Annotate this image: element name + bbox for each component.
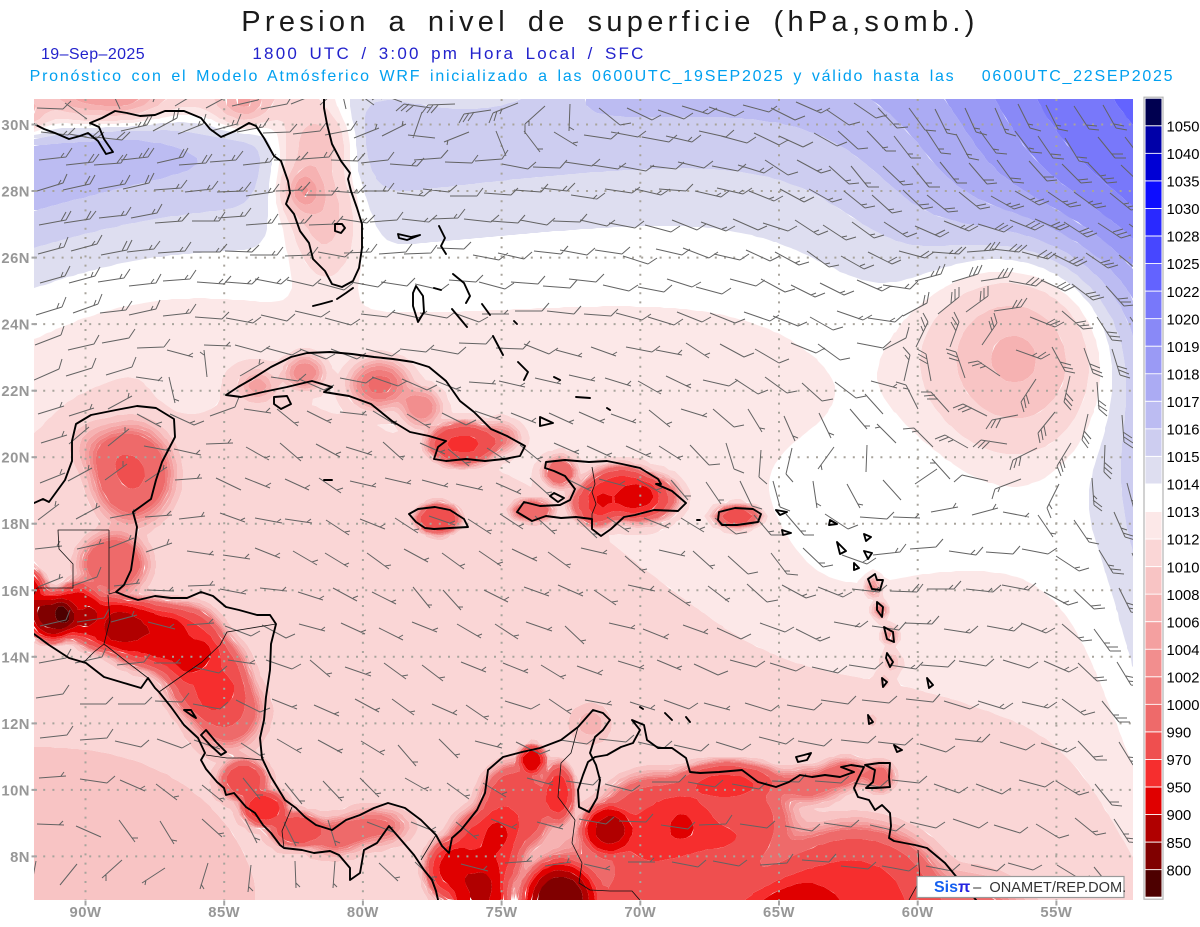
svg-text:1028: 1028 bbox=[1167, 230, 1200, 246]
svg-text:80W: 80W bbox=[347, 905, 379, 921]
svg-text:950: 950 bbox=[1167, 781, 1192, 797]
svg-text:8N: 8N bbox=[10, 850, 30, 866]
svg-text:1006: 1006 bbox=[1167, 615, 1200, 631]
svg-text:22N: 22N bbox=[1, 384, 30, 400]
svg-text:1016: 1016 bbox=[1167, 423, 1200, 439]
svg-text:1050: 1050 bbox=[1167, 120, 1200, 136]
svg-text:800: 800 bbox=[1167, 863, 1192, 879]
svg-text:70W: 70W bbox=[624, 905, 656, 921]
svg-text:1017: 1017 bbox=[1167, 395, 1200, 411]
svg-text:1004: 1004 bbox=[1167, 643, 1200, 659]
svg-text:Presion a nivel de superficie: Presion a nivel de superficie (hPa,somb.… bbox=[241, 6, 979, 38]
svg-text:75W: 75W bbox=[486, 905, 518, 921]
svg-text:1002: 1002 bbox=[1167, 671, 1200, 687]
svg-text:90W: 90W bbox=[70, 905, 102, 921]
svg-text:16N: 16N bbox=[1, 584, 30, 600]
svg-text:1014: 1014 bbox=[1167, 478, 1200, 494]
svg-text:60W: 60W bbox=[902, 905, 934, 921]
svg-text:1800 UTC / 3:00 pm Hora Local: 1800 UTC / 3:00 pm Hora Local / SFC bbox=[252, 44, 645, 63]
svg-text:28N: 28N bbox=[1, 185, 30, 201]
svg-text:850: 850 bbox=[1167, 836, 1192, 852]
svg-text:1008: 1008 bbox=[1167, 588, 1200, 604]
svg-text:990: 990 bbox=[1167, 726, 1192, 742]
svg-text:30N: 30N bbox=[1, 118, 30, 134]
svg-text:1012: 1012 bbox=[1167, 533, 1200, 549]
svg-text:Pronóstico con el Modelo Atmós: Pronóstico con el Modelo Atmósferico WRF… bbox=[30, 68, 1175, 85]
svg-text:Sisπ – ONAMET/REP.DOM.: Sisπ – ONAMET/REP.DOM. bbox=[934, 879, 1126, 896]
svg-text:1020: 1020 bbox=[1167, 312, 1200, 328]
svg-text:18N: 18N bbox=[1, 517, 30, 533]
svg-text:1013: 1013 bbox=[1167, 505, 1200, 521]
svg-text:1019: 1019 bbox=[1167, 340, 1200, 356]
svg-text:14N: 14N bbox=[1, 650, 30, 666]
svg-text:1010: 1010 bbox=[1167, 560, 1200, 576]
svg-text:1018: 1018 bbox=[1167, 367, 1200, 383]
svg-text:65W: 65W bbox=[763, 905, 795, 921]
svg-text:970: 970 bbox=[1167, 753, 1192, 769]
svg-text:1040: 1040 bbox=[1167, 147, 1200, 163]
svg-text:1000: 1000 bbox=[1167, 698, 1200, 714]
svg-text:19–Sep–2025: 19–Sep–2025 bbox=[41, 46, 145, 63]
svg-text:26N: 26N bbox=[1, 251, 30, 267]
svg-text:1015: 1015 bbox=[1167, 450, 1200, 466]
svg-text:10N: 10N bbox=[1, 783, 30, 799]
svg-text:55W: 55W bbox=[1040, 905, 1072, 921]
svg-text:1030: 1030 bbox=[1167, 202, 1200, 218]
svg-text:85W: 85W bbox=[208, 905, 240, 921]
svg-text:1022: 1022 bbox=[1167, 285, 1200, 301]
svg-text:1025: 1025 bbox=[1167, 257, 1200, 273]
svg-text:20N: 20N bbox=[1, 451, 30, 467]
svg-text:24N: 24N bbox=[1, 318, 30, 334]
svg-text:1035: 1035 bbox=[1167, 175, 1200, 191]
svg-text:900: 900 bbox=[1167, 808, 1192, 824]
svg-text:12N: 12N bbox=[1, 717, 30, 733]
